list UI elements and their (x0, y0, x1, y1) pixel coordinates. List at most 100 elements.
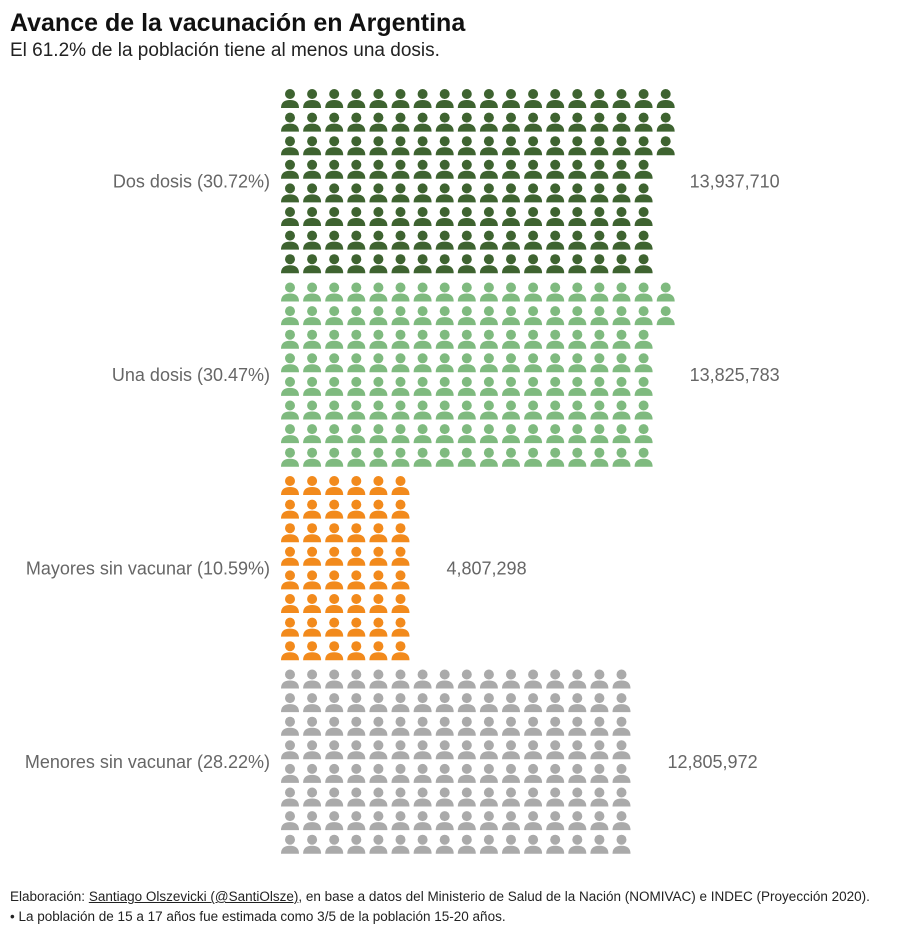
person-icon (303, 400, 322, 420)
person-icon (546, 424, 565, 444)
person-icon (634, 424, 653, 444)
person-icon (391, 617, 410, 637)
person-icon (634, 230, 653, 250)
person-icon (656, 282, 675, 302)
person-icon (612, 716, 631, 736)
person-icon (303, 693, 322, 713)
credit-suffix: , en base a datos del Ministerio de Salu… (298, 889, 870, 904)
person-icon (369, 424, 388, 444)
person-icon (435, 89, 454, 108)
person-icon (413, 834, 432, 854)
person-icon (612, 740, 631, 760)
author-link[interactable]: Santiago Olszevicki (@SantiOlsze) (88, 889, 299, 904)
person-icon (479, 329, 498, 349)
person-icon (612, 89, 631, 108)
person-icon (457, 136, 476, 156)
person-icon (325, 523, 344, 543)
person-icon (568, 811, 587, 831)
person-icon (590, 693, 609, 713)
person-icon (435, 254, 454, 274)
person-icon (457, 763, 476, 783)
person-icon (303, 230, 322, 250)
person-icon (413, 112, 432, 132)
person-icon (303, 353, 322, 373)
person-icon (656, 136, 675, 156)
person-icon (479, 693, 498, 713)
person-icon (457, 329, 476, 349)
person-icon (612, 787, 631, 807)
person-icon (502, 400, 520, 420)
person-icon (479, 230, 498, 250)
value-label: 12,805,972 (668, 752, 758, 772)
person-icon (568, 763, 587, 783)
person-icon (281, 787, 299, 807)
person-icon (281, 254, 299, 274)
chart-title: Avance de la vacunación en Argentina (10, 9, 466, 37)
person-icon (457, 716, 476, 736)
person-icon (612, 811, 631, 831)
person-icon (502, 669, 520, 689)
person-icon (479, 282, 498, 302)
person-icon (524, 159, 543, 179)
person-icon (325, 594, 344, 613)
person-icon (457, 183, 476, 203)
person-icon (391, 376, 410, 396)
person-icon (303, 787, 322, 807)
person-icon (369, 787, 388, 807)
person-icon (347, 254, 366, 274)
person-icon (634, 353, 653, 373)
person-icon (457, 447, 476, 467)
person-icon (479, 159, 498, 179)
person-icon (369, 89, 388, 108)
person-icon (369, 254, 388, 274)
person-icon (391, 546, 410, 566)
person-icon (590, 740, 609, 760)
person-icon (590, 669, 609, 689)
person-icon (457, 424, 476, 444)
person-icon (369, 811, 388, 831)
person-icon (457, 787, 476, 807)
person-icon (524, 306, 543, 326)
person-icon (369, 693, 388, 713)
person-icon (369, 546, 388, 566)
person-icon (502, 254, 520, 274)
person-icon (502, 89, 520, 108)
person-icon (281, 546, 299, 566)
person-icon (325, 329, 344, 349)
person-icon (634, 207, 653, 226)
person-icon (634, 89, 653, 108)
person-icon (303, 282, 322, 302)
person-icon (612, 763, 631, 783)
person-icon (479, 306, 498, 326)
person-icon (413, 136, 432, 156)
person-icon (634, 136, 653, 156)
person-icon (391, 811, 410, 831)
person-icon (590, 763, 609, 783)
person-icon (303, 376, 322, 396)
person-icon (369, 376, 388, 396)
person-icon (612, 207, 631, 226)
person-icon (325, 376, 344, 396)
person-icon (568, 787, 587, 807)
person-icon (590, 424, 609, 444)
person-icon (634, 400, 653, 420)
person-icon (502, 112, 520, 132)
person-icon (281, 523, 299, 543)
person-icon (281, 159, 299, 179)
person-icon (281, 811, 299, 831)
person-icon (413, 353, 432, 373)
person-icon (369, 329, 388, 349)
person-icon (325, 136, 344, 156)
value-label: 13,825,783 (690, 365, 780, 385)
person-icon (303, 424, 322, 444)
person-icon (413, 740, 432, 760)
person-icon (391, 476, 410, 495)
person-icon (391, 740, 410, 760)
person-icon (325, 89, 344, 108)
person-icon (524, 400, 543, 420)
person-icon (568, 353, 587, 373)
person-icon (435, 447, 454, 467)
person-icon (568, 834, 587, 854)
person-icon (568, 207, 587, 226)
person-icon (303, 89, 322, 108)
